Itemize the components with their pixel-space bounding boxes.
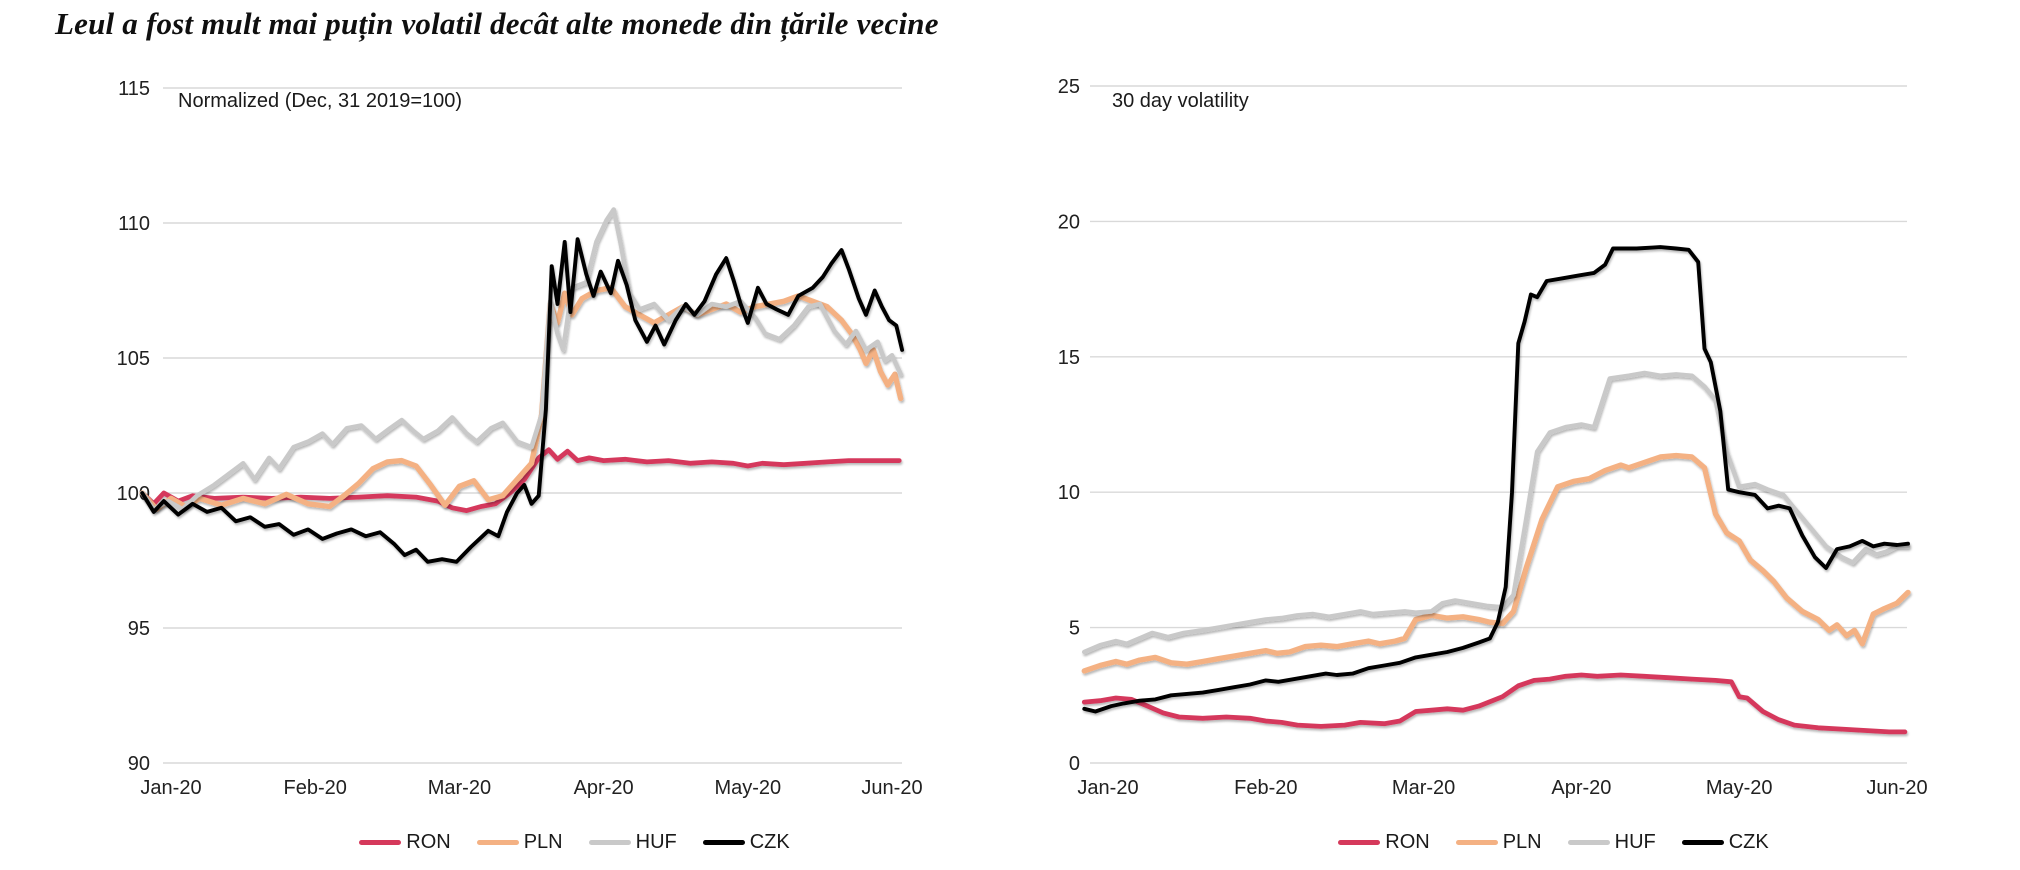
legend-swatch-CZK (702, 839, 745, 845)
legend-item-PLN: PLN (476, 830, 563, 854)
x-tick-label: Apr-20 (574, 777, 634, 799)
x-tick-label: Jun-20 (861, 777, 922, 799)
y-tick-label: 90 (128, 753, 150, 775)
legend-item-CZK: CZK (1681, 830, 1769, 854)
x-tick-label: Feb-20 (284, 777, 347, 799)
x-tick-label: May-20 (714, 777, 781, 799)
series-line-PLN (1081, 452, 1911, 674)
x-tick-label: Jan-20 (140, 777, 201, 799)
legend-item-HUF: HUF (588, 830, 677, 854)
left-chart-legend: RON PLN HUF CZK (205, 828, 944, 856)
y-tick-label: 15 (1058, 347, 1080, 369)
legend-swatch-HUF (588, 839, 631, 845)
right-chart-subtitle: 30 day volatility (1112, 90, 1249, 112)
legend-item-CZK: CZK (702, 830, 790, 854)
x-tick-label: Jan-20 (1077, 777, 1138, 799)
y-tick-label: 10 (1058, 482, 1080, 504)
legend-item-RON: RON (1338, 830, 1430, 854)
legend-label: CZK (1728, 830, 1769, 853)
legend-label: HUF (1614, 830, 1656, 853)
legend-item-PLN: PLN (1455, 830, 1542, 854)
legend-swatch-HUF (1567, 839, 1610, 845)
legend-swatch-RON (359, 839, 402, 845)
series-line-HUF (1082, 370, 1911, 655)
series-line-RON (1081, 672, 1908, 735)
right-chart-legend: RON PLN HUF CZK (1145, 828, 1962, 856)
y-tick-label: 20 (1058, 211, 1080, 233)
legend-label: HUF (635, 830, 677, 853)
left-chart-subtitle: Normalized (Dec, 31 2019=100) (178, 90, 463, 112)
y-tick-label: 95 (128, 618, 150, 640)
x-tick-label: Feb-20 (1234, 777, 1297, 799)
legend-item-RON: RON (359, 830, 451, 854)
legend-label: RON (1385, 830, 1430, 853)
legend-label: CZK (749, 830, 790, 853)
x-tick-label: May-20 (1706, 777, 1773, 799)
legend-swatch-CZK (1681, 839, 1724, 845)
y-tick-label: 110 (118, 213, 150, 235)
y-tick-label: 105 (117, 348, 150, 370)
x-tick-label: Apr-20 (1551, 777, 1611, 799)
y-tick-label: 100 (117, 483, 150, 505)
x-tick-label: Mar-20 (428, 777, 491, 799)
x-tick-label: Mar-20 (1392, 777, 1455, 799)
y-tick-label: 5 (1069, 618, 1080, 640)
legend-label: PLN (1502, 830, 1542, 853)
figure-title: Leul a fost mult mai puțin volatil decât… (55, 6, 939, 41)
legend-swatch-RON (1338, 839, 1381, 845)
legend-swatch-PLN (476, 839, 519, 845)
series-line-CZK (140, 237, 905, 564)
y-tick-label: 25 (1058, 76, 1080, 98)
y-tick-label: 0 (1069, 753, 1080, 775)
legend-swatch-PLN (1455, 839, 1498, 845)
y-tick-label: 115 (118, 78, 150, 100)
x-tick-label: Jun-20 (1866, 777, 1927, 799)
legend-label: RON (406, 830, 451, 853)
legend-item-HUF: HUF (1567, 830, 1656, 854)
legend-label: PLN (523, 830, 563, 853)
series-line-CZK (1082, 245, 1910, 714)
